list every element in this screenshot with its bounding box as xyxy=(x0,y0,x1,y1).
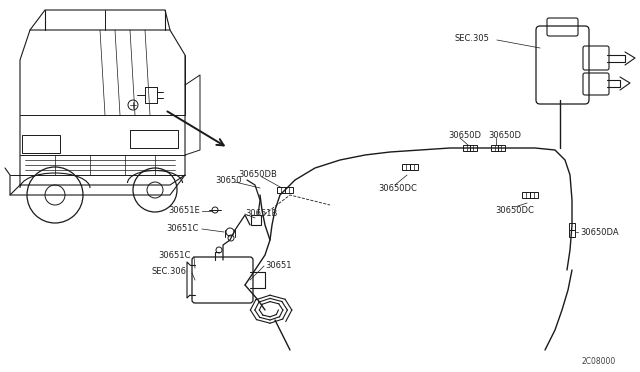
Bar xyxy=(463,145,470,151)
Bar xyxy=(470,145,477,151)
Text: SEC.305: SEC.305 xyxy=(455,33,490,42)
Text: 30651C: 30651C xyxy=(166,224,198,232)
Text: 30651: 30651 xyxy=(265,260,291,269)
Text: 30650DB: 30650DB xyxy=(238,170,277,179)
Bar xyxy=(251,215,261,225)
Bar xyxy=(491,145,498,151)
Text: 30650DC: 30650DC xyxy=(495,205,534,215)
Text: 30651B: 30651B xyxy=(245,208,277,218)
Text: 30650D: 30650D xyxy=(488,131,521,140)
Text: 30651C: 30651C xyxy=(158,251,190,260)
Bar xyxy=(522,192,530,198)
Bar xyxy=(277,187,285,193)
Bar xyxy=(22,135,60,153)
Bar xyxy=(402,164,410,170)
Text: 30650: 30650 xyxy=(215,176,241,185)
Bar xyxy=(569,223,575,230)
Text: 30650DC: 30650DC xyxy=(378,183,417,192)
Text: 2C08000: 2C08000 xyxy=(582,357,616,366)
Bar xyxy=(569,230,575,237)
Bar xyxy=(410,164,418,170)
Bar xyxy=(498,145,505,151)
Text: SEC.306: SEC.306 xyxy=(152,267,187,276)
Bar xyxy=(285,187,293,193)
Text: 30651E: 30651E xyxy=(168,205,200,215)
Text: 30650D: 30650D xyxy=(448,131,481,140)
Text: 30650DA: 30650DA xyxy=(580,228,619,237)
Bar xyxy=(530,192,538,198)
